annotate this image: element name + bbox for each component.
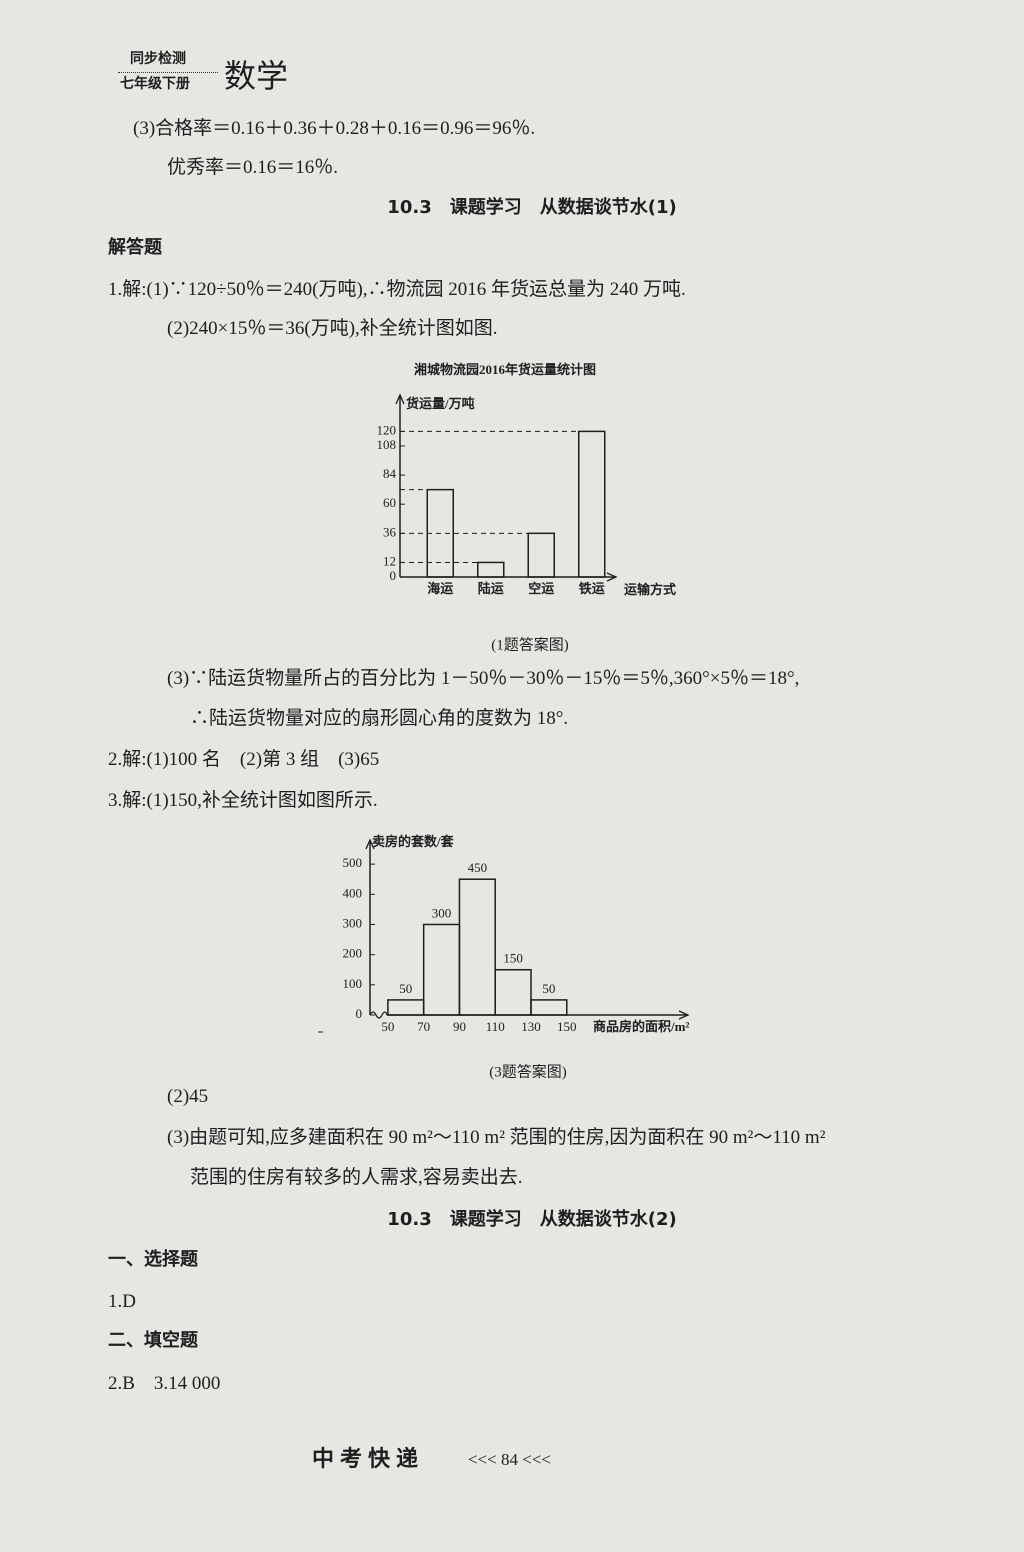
y-tick-label: 200	[343, 946, 363, 961]
histogram-bar	[387, 999, 425, 1016]
footer-brand: 中考快递	[312, 1447, 425, 1472]
histogram-bar	[458, 878, 496, 1016]
footer-page: <<< 84 <<<	[468, 1450, 552, 1469]
y-tick-label: 100	[343, 976, 363, 991]
x-tick-label: 铁运	[578, 581, 605, 596]
y-tick-label: 36	[383, 524, 397, 539]
x-tick-label: 50	[381, 1019, 394, 1034]
text-line: (2)45	[167, 1086, 209, 1107]
y-tick-label: 0	[356, 1006, 363, 1021]
y-tick-label: 84	[383, 466, 397, 481]
axis-arrow	[606, 572, 618, 582]
bar	[578, 430, 606, 578]
section-title: 10.3 课题学习 从数据谈节水(1)	[387, 197, 677, 218]
axis-arrow	[678, 1010, 690, 1020]
y-tick-label: 0	[390, 568, 397, 583]
chart-caption: (1题答案图)	[491, 635, 569, 653]
x-tick-label: 陆运	[478, 581, 504, 596]
x-tick-label: 70	[417, 1019, 430, 1034]
text-line: 3.解:(1)150,补全统计图如图所示.	[108, 790, 378, 811]
text-line: (2)240×15％＝36(万吨),补全统计图如图.	[167, 318, 498, 339]
section-title: 10.3 课题学习 从数据谈节水(2)	[387, 1209, 677, 1230]
chart-caption: (3题答案图)	[489, 1062, 567, 1080]
heading: 二、填空题	[108, 1330, 198, 1351]
header-rule	[118, 72, 218, 73]
axis-arrow	[365, 838, 375, 850]
x-axis-label: 商品房的面积/m²	[593, 1019, 689, 1034]
value-label: 50	[399, 981, 412, 996]
text-line: 1.解:(1)∵120÷50％＝240(万吨),∴物流园 2016 年货运总量为…	[108, 279, 686, 300]
y-tick-label: 108	[377, 437, 397, 452]
x-tick-label: 150	[557, 1019, 577, 1034]
x-tick-label: 90	[453, 1019, 466, 1034]
heading: 一、选择题	[108, 1249, 198, 1270]
text-line: 2.B 3.14 000	[108, 1373, 221, 1394]
x-tick-label: 空运	[528, 581, 554, 596]
header-subject: 数学	[224, 58, 289, 94]
text-line: ∴陆运货物量对应的扇形圆心角的度数为 18°.	[190, 708, 569, 729]
axis-break	[369, 1011, 388, 1019]
x-tick-label: 海运	[427, 581, 453, 596]
text-line: 2.解:(1)100 名 (2)第 3 组 (3)65	[108, 749, 380, 770]
value-label: 300	[432, 905, 452, 920]
y-tick-label: 400	[343, 885, 363, 900]
text-line: 范围的住房有较多的人需求,容易卖出去.	[190, 1167, 523, 1188]
text-line: (3)由题可知,应多建面积在 90 m²～110 m² 范围的住房,因为面积在 …	[167, 1127, 826, 1148]
x-tick-label: 110	[486, 1019, 505, 1034]
value-label: 450	[468, 860, 488, 875]
y-axis-label: 卖房的套数/套	[372, 834, 455, 849]
chart-title: 湘城物流园2016年货运量统计图	[414, 362, 596, 377]
y-axis-label: 货运量/万吨	[406, 396, 475, 411]
x-tick-label: 130	[521, 1019, 541, 1034]
y-tick-label: 60	[383, 495, 396, 510]
y-tick-label: 120	[377, 422, 397, 437]
header-grade: 七年级下册	[120, 76, 190, 92]
y-tick-label: 12	[383, 553, 396, 568]
text-line: (3)∵陆运货物量所占的百分比为 1－50％－30％－15％＝5％,360°×5…	[167, 668, 800, 689]
y-tick-label: 500	[343, 855, 363, 870]
value-label: 150	[503, 951, 523, 966]
bar	[527, 532, 555, 578]
header-series: 同步检测	[130, 51, 186, 67]
text-line: 1.D	[108, 1291, 136, 1312]
histogram-bar	[494, 968, 532, 1016]
y-tick-label: 300	[343, 915, 363, 930]
histogram-bar	[530, 999, 568, 1016]
x-axis-label: 运输方式	[624, 582, 676, 597]
heading: 解答题	[108, 237, 162, 258]
bar	[477, 561, 505, 578]
axis-arrow	[395, 393, 405, 405]
text-line: 优秀率＝0.16＝16％.	[167, 157, 339, 178]
histogram-bar	[422, 923, 461, 1016]
value-label: 50	[542, 981, 555, 996]
text-line: (3)合格率＝0.16＋0.36＋0.28＋0.16＝0.96＝96％.	[133, 118, 536, 139]
